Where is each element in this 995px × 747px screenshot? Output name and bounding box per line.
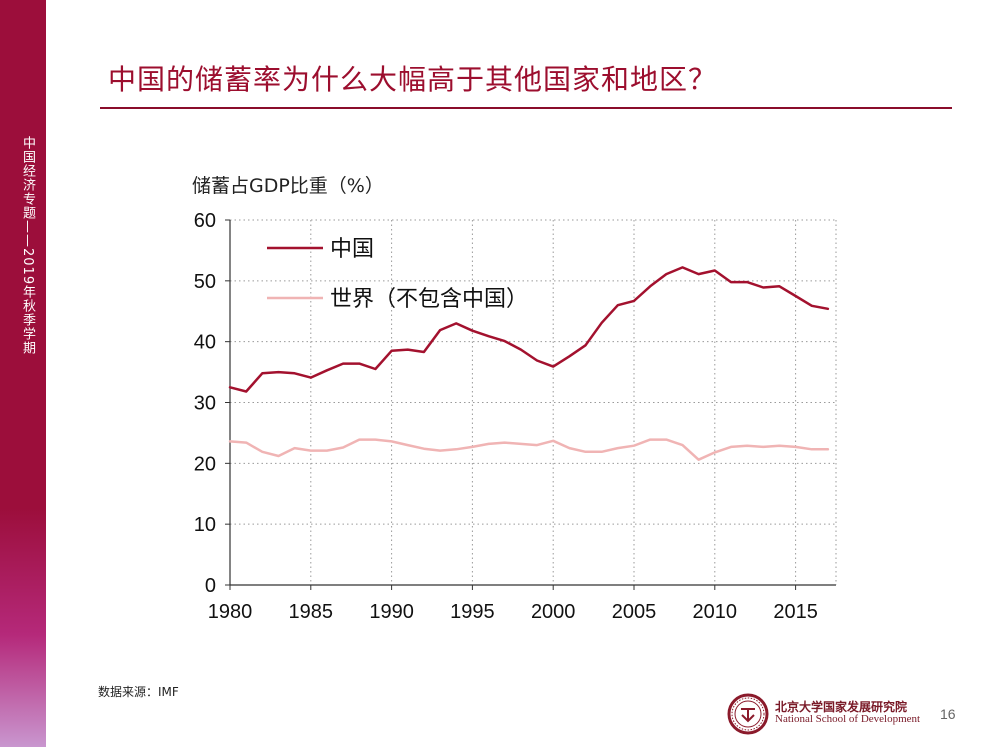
world-series-line bbox=[228, 438, 830, 461]
x-tick-label: 1995 bbox=[450, 601, 495, 623]
institution-name-cn: 北京大学国家发展研究院 bbox=[775, 700, 908, 714]
y-tick-label: 60 bbox=[194, 210, 216, 232]
legend-world-label: 世界（不包含中国） bbox=[330, 287, 528, 312]
y-tick-label: 50 bbox=[194, 271, 216, 293]
y-tick-label: 20 bbox=[194, 453, 216, 475]
china-series-line bbox=[228, 266, 830, 393]
y-tick-label: 0 bbox=[205, 575, 216, 597]
course-label: 中国经济专题——2019年秋季学期 bbox=[20, 136, 35, 356]
y-tick-label: 30 bbox=[194, 393, 216, 415]
title-divider bbox=[100, 107, 952, 109]
x-tick-label: 2005 bbox=[612, 601, 657, 623]
pku-seal-icon bbox=[727, 693, 769, 735]
data-source: 数据来源：IMF bbox=[98, 685, 179, 699]
institution-name-en: National School of Development bbox=[775, 713, 921, 725]
x-tick-label: 2000 bbox=[531, 601, 576, 623]
page-number: 16 bbox=[940, 706, 956, 722]
x-tick-label: 1980 bbox=[208, 601, 253, 623]
y-tick-label: 40 bbox=[194, 332, 216, 354]
savings-line-chart: 0 10 20 30 40 50 60 1980 1985 1990 1995 2000 2005 201… bbox=[192, 175, 837, 623]
x-tick-label: 1985 bbox=[289, 601, 334, 623]
x-tick-label: 1990 bbox=[369, 601, 414, 623]
sidebar-band: 中国经济专题——2019年秋季学期 bbox=[0, 0, 46, 747]
y-axis-title: 储蓄占GDP比重（%） bbox=[192, 175, 384, 197]
x-tick-label: 2015 bbox=[773, 601, 818, 623]
y-tick-label: 10 bbox=[194, 514, 216, 536]
x-tick-label: 2010 bbox=[693, 601, 738, 623]
slide-title: 中国的储蓄率为什么大幅高于其他国家和地区？ bbox=[108, 63, 718, 96]
legend-china-label: 中国 bbox=[330, 237, 374, 262]
